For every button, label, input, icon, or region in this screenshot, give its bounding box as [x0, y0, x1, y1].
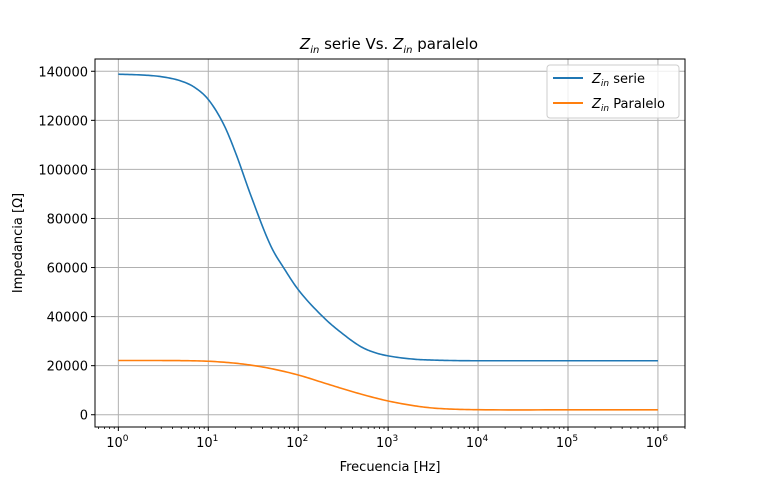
- y-tick-label: 0: [80, 409, 88, 424]
- series-group: [118, 73, 658, 411]
- y-tick-label: 20000: [47, 360, 88, 375]
- x-tick-label: 100: [106, 434, 129, 451]
- y-axis-label: Impedancia [Ω]: [11, 193, 26, 293]
- x-tick-label: 103: [376, 434, 398, 451]
- grid: [95, 59, 685, 427]
- y-tick-label: 60000: [47, 262, 88, 277]
- y-tick-label: 40000: [47, 311, 88, 326]
- x-tick-label: 101: [196, 434, 218, 451]
- x-tick-label: 106: [646, 434, 669, 451]
- x-axis-label: Frecuencia [Hz]: [340, 460, 441, 475]
- y-tick-label: 140000: [38, 65, 88, 80]
- zin-serie-line: [118, 73, 658, 362]
- x-tick-label: 102: [286, 434, 308, 451]
- x-tick-label: 104: [466, 434, 489, 451]
- y-axis-ticks: 0 20000 40000 60000 80000 100000 120000 140000: [38, 65, 95, 424]
- x-axis-ticks: 100 101 102 103 104 105 106: [97, 427, 686, 451]
- legend: Zin serie Zin Paralelo: [546, 64, 680, 119]
- legend-label-serie: Zin serie: [591, 72, 645, 89]
- y-tick-label: 100000: [38, 163, 88, 178]
- zin-paralelo-line: [118, 359, 658, 411]
- x-tick-label: 105: [556, 434, 578, 451]
- plot-area-frame: [94, 58, 686, 428]
- y-tick-label: 120000: [38, 114, 88, 129]
- y-tick-label: 80000: [47, 212, 88, 227]
- legend-label-paralelo: Zin Paralelo: [591, 97, 665, 114]
- chart-title: Zin serie Vs. Zin paralelo: [299, 35, 478, 56]
